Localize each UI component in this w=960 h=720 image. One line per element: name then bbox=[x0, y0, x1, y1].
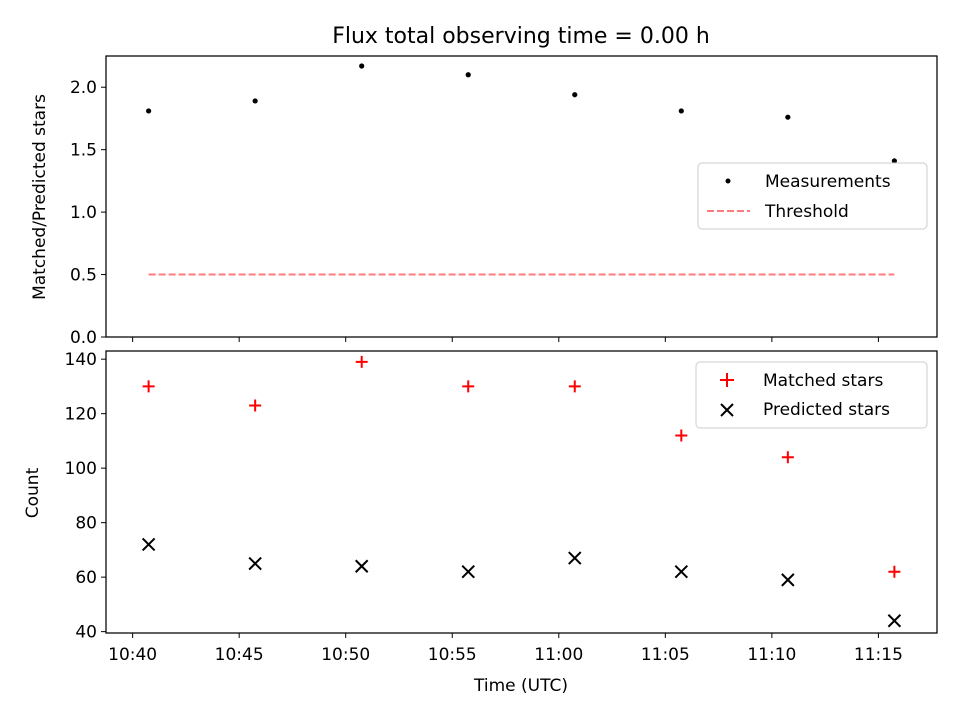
y-tick-label: 1.5 bbox=[70, 141, 97, 161]
predicted-star-point bbox=[781, 573, 795, 587]
chart-title: Flux total observing time = 0.00 h bbox=[332, 24, 710, 49]
ratio-panel: Flux total observing time = 0.00 h Match… bbox=[30, 24, 938, 348]
matched-star-point bbox=[781, 451, 794, 464]
x-axis-label: Time (UTC) bbox=[473, 676, 568, 696]
predicted-star-point bbox=[248, 556, 262, 571]
y-tick-label: 1.0 bbox=[70, 203, 97, 223]
measurement-point bbox=[785, 114, 791, 120]
legend: Matched stars Predicted stars bbox=[695, 361, 928, 429]
y-axis-label: Matched/Predicted stars bbox=[30, 94, 50, 300]
counts-panel: Count Time (UTC) 40 60 80 100 120 140 10:40 10:… bbox=[23, 350, 938, 696]
legend-marker-matched bbox=[720, 373, 734, 387]
y-tick-label: 40 bbox=[75, 623, 97, 643]
legend-marker-predicted bbox=[720, 403, 734, 417]
predicted-star-point bbox=[354, 559, 369, 573]
matched-star-point bbox=[675, 429, 688, 442]
x-tick-label: 11:00 bbox=[534, 645, 583, 665]
measurement-point bbox=[359, 63, 365, 69]
y-axis-label: Count bbox=[23, 467, 43, 518]
predicted-star-point bbox=[461, 564, 475, 579]
legend: Measurements Threshold bbox=[697, 162, 928, 230]
plot-frame bbox=[105, 55, 938, 338]
measurement-point bbox=[252, 98, 258, 104]
x-tick-label: 11:15 bbox=[854, 645, 903, 665]
matched-star-point bbox=[888, 565, 901, 578]
legend-marker-measurements bbox=[725, 178, 731, 184]
y-tick-label: 0.5 bbox=[70, 266, 97, 286]
matched-star-point bbox=[568, 380, 581, 393]
y-tick-label: 60 bbox=[75, 568, 97, 588]
x-tick-label: 10:40 bbox=[108, 645, 157, 665]
predicted-star-point bbox=[887, 614, 902, 628]
measurement-point bbox=[146, 108, 152, 114]
measurement-point bbox=[891, 158, 897, 164]
y-tick-label: 140 bbox=[65, 350, 97, 370]
x-tick-label: 10:55 bbox=[428, 645, 477, 665]
predicted-star-point bbox=[568, 551, 582, 565]
matched-star-point bbox=[462, 380, 475, 393]
y-tick-label: 2.0 bbox=[70, 78, 97, 98]
matched-star-point bbox=[355, 355, 368, 368]
measurement-point bbox=[572, 92, 578, 98]
x-tick-label: 10:45 bbox=[215, 645, 264, 665]
plot-frame bbox=[105, 350, 938, 634]
legend-label-measurements: Measurements bbox=[765, 172, 891, 192]
legend-box bbox=[697, 162, 928, 230]
matched-star-point bbox=[142, 380, 155, 393]
legend-label-predicted: Predicted stars bbox=[763, 400, 890, 420]
y-tick-label: 0.0 bbox=[70, 328, 97, 348]
legend-box bbox=[695, 361, 928, 429]
matched-star-point bbox=[249, 399, 262, 412]
x-tick-label: 11:05 bbox=[641, 645, 690, 665]
predicted-star-point bbox=[674, 564, 689, 579]
x-tick-label: 11:10 bbox=[747, 645, 796, 665]
predicted-star-point bbox=[141, 537, 156, 552]
measurement-point bbox=[465, 72, 471, 78]
legend-label-matched: Matched stars bbox=[763, 371, 883, 391]
measurement-point bbox=[678, 108, 684, 114]
y-tick-label: 80 bbox=[75, 514, 97, 534]
x-tick-label: 10:50 bbox=[321, 645, 370, 665]
legend-label-threshold: Threshold bbox=[764, 202, 849, 222]
y-tick-label: 100 bbox=[65, 459, 97, 479]
y-tick-label: 120 bbox=[65, 405, 97, 425]
